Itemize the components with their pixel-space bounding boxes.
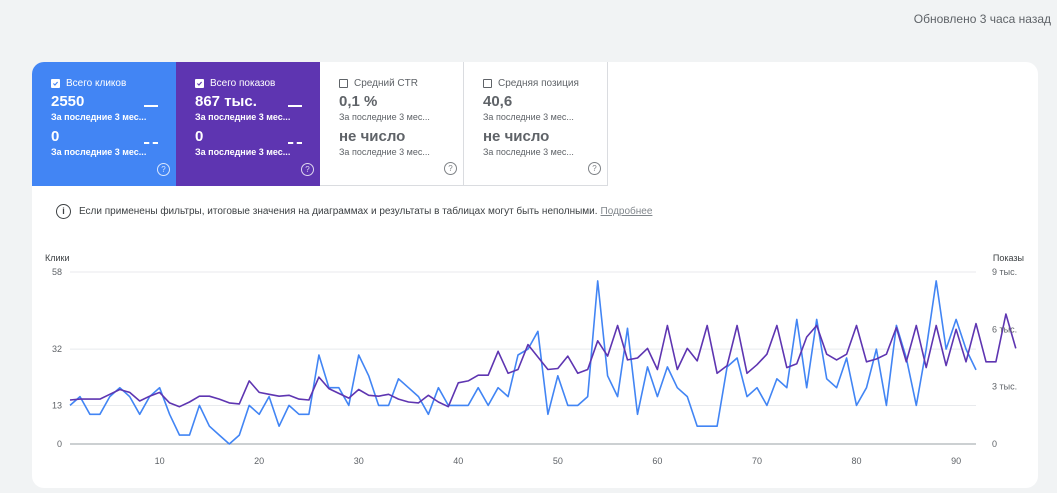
metric-compare-period: За последние 3 мес...: [339, 147, 430, 157]
clicks-series-line: [69, 280, 977, 445]
help-icon[interactable]: ?: [157, 163, 170, 176]
right-tick-label: 9 тыс.: [992, 267, 1017, 277]
performance-chart: Клики Показы 0 13 32 58 0 3 тыс. 6 тыс. 9 тыс. 1…: [45, 253, 1024, 466]
check-icon: [53, 81, 59, 86]
x-tick-label: 40: [453, 456, 463, 466]
solid-line-icon: [288, 105, 302, 107]
x-tick-label: 50: [553, 456, 563, 466]
right-tick-label: 0: [992, 439, 997, 449]
solid-line-icon: [144, 105, 158, 107]
metric-label: Всего показов: [210, 77, 276, 89]
left-tick-label: 0: [57, 439, 62, 449]
x-tick-label: 80: [852, 456, 862, 466]
metric-label: Средняя позиция: [498, 77, 579, 89]
right-tick-label: 3 тыс.: [992, 382, 1017, 392]
checkbox-impressions[interactable]: [195, 78, 204, 88]
metric-compare-period: За последние 3 мес...: [483, 147, 574, 157]
dashed-line-icon: [144, 142, 158, 144]
filter-notice: i Если применены фильтры, итоговые значе…: [56, 204, 652, 219]
help-icon[interactable]: ?: [301, 163, 314, 176]
checkbox-position[interactable]: [483, 78, 492, 88]
dashed-line-icon: [288, 142, 302, 144]
metric-value: 0,1 %: [339, 93, 378, 110]
info-icon: i: [56, 204, 71, 219]
metric-period: За последние 3 мес...: [339, 112, 430, 122]
metric-value: 2550: [51, 93, 85, 110]
checkbox-clicks[interactable]: [51, 78, 60, 88]
metric-period: За последние 3 мес...: [483, 112, 574, 122]
left-tick-label: 32: [52, 344, 62, 354]
metric-label: Всего кликов: [66, 77, 127, 89]
right-axis-title: Показы: [993, 253, 1024, 263]
metric-compare-value: 0: [195, 128, 204, 145]
x-tick-label: 30: [354, 456, 364, 466]
metric-average-ctr[interactable]: Средний CTR 0,1 % За последние 3 мес... …: [320, 62, 464, 186]
x-tick-label: 20: [254, 456, 264, 466]
left-axis-title: Клики: [45, 253, 70, 263]
checkbox-ctr[interactable]: [339, 78, 348, 88]
metric-compare-period: За последние 3 мес...: [51, 147, 147, 157]
metric-average-position[interactable]: Средняя позиция 40,6 За последние 3 мес.…: [464, 62, 608, 186]
learn-more-link[interactable]: Подробнее: [600, 206, 653, 217]
check-icon: [197, 81, 203, 86]
metric-value: 40,6: [483, 93, 513, 110]
metric-compare-period: За последние 3 мес...: [195, 147, 291, 157]
filter-notice-text: Если применены фильтры, итоговые значени…: [79, 206, 598, 217]
metric-compare-value: 0: [51, 128, 60, 145]
metric-total-impressions[interactable]: Всего показов 867 тыс. За последние 3 ме…: [176, 62, 320, 186]
metric-label: Средний CTR: [354, 77, 418, 89]
metric-period: За последние 3 мес...: [195, 112, 291, 122]
x-tick-label: 90: [951, 456, 961, 466]
right-tick-label: 6 тыс.: [992, 324, 1017, 334]
updated-status: Обновлено 3 часа назад: [913, 12, 1051, 26]
x-tick-label: 70: [752, 456, 762, 466]
x-tick-label: 60: [652, 456, 662, 466]
impressions-series-line: [69, 313, 1017, 408]
x-tick-label: 10: [155, 456, 165, 466]
left-tick-label: 13: [52, 400, 62, 410]
metric-period: За последние 3 мес...: [51, 112, 147, 122]
metric-compare-value: не число: [339, 128, 406, 145]
metric-value: 867 тыс.: [195, 93, 257, 110]
metric-total-clicks[interactable]: Всего кликов 2550 За последние 3 мес... …: [32, 62, 176, 186]
help-icon[interactable]: ?: [444, 162, 457, 175]
left-tick-label: 58: [52, 267, 62, 277]
performance-card: Всего кликов 2550 За последние 3 мес... …: [32, 62, 1038, 488]
metric-compare-value: не число: [483, 128, 550, 145]
help-icon[interactable]: ?: [588, 162, 601, 175]
